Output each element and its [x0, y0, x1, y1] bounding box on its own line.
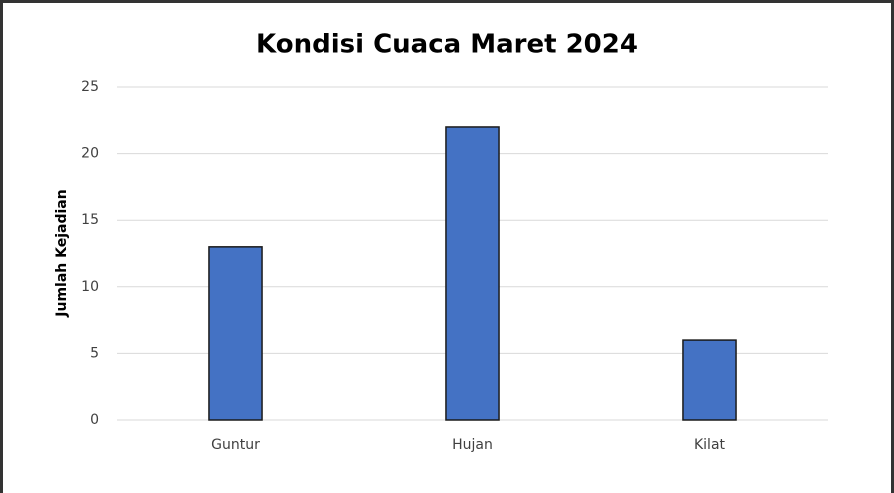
y-tick-label: 0 [90, 412, 99, 428]
y-tick-label: 25 [81, 79, 99, 95]
y-tick-label: 20 [81, 146, 99, 162]
y-tick-label: 15 [81, 212, 99, 228]
x-tick-label: Hujan [452, 437, 493, 453]
y-tick-label: 5 [90, 345, 99, 361]
x-tick-label: Kilat [694, 437, 726, 453]
y-axis-label: Jumlah Kejadian [54, 189, 70, 317]
chart-title: Kondisi Cuaca Maret 2024 [256, 30, 638, 60]
bar [208, 246, 263, 421]
bar [682, 339, 737, 421]
y-tick-label: 10 [81, 279, 99, 295]
x-tick-label: Guntur [211, 437, 260, 453]
bar [445, 126, 500, 421]
